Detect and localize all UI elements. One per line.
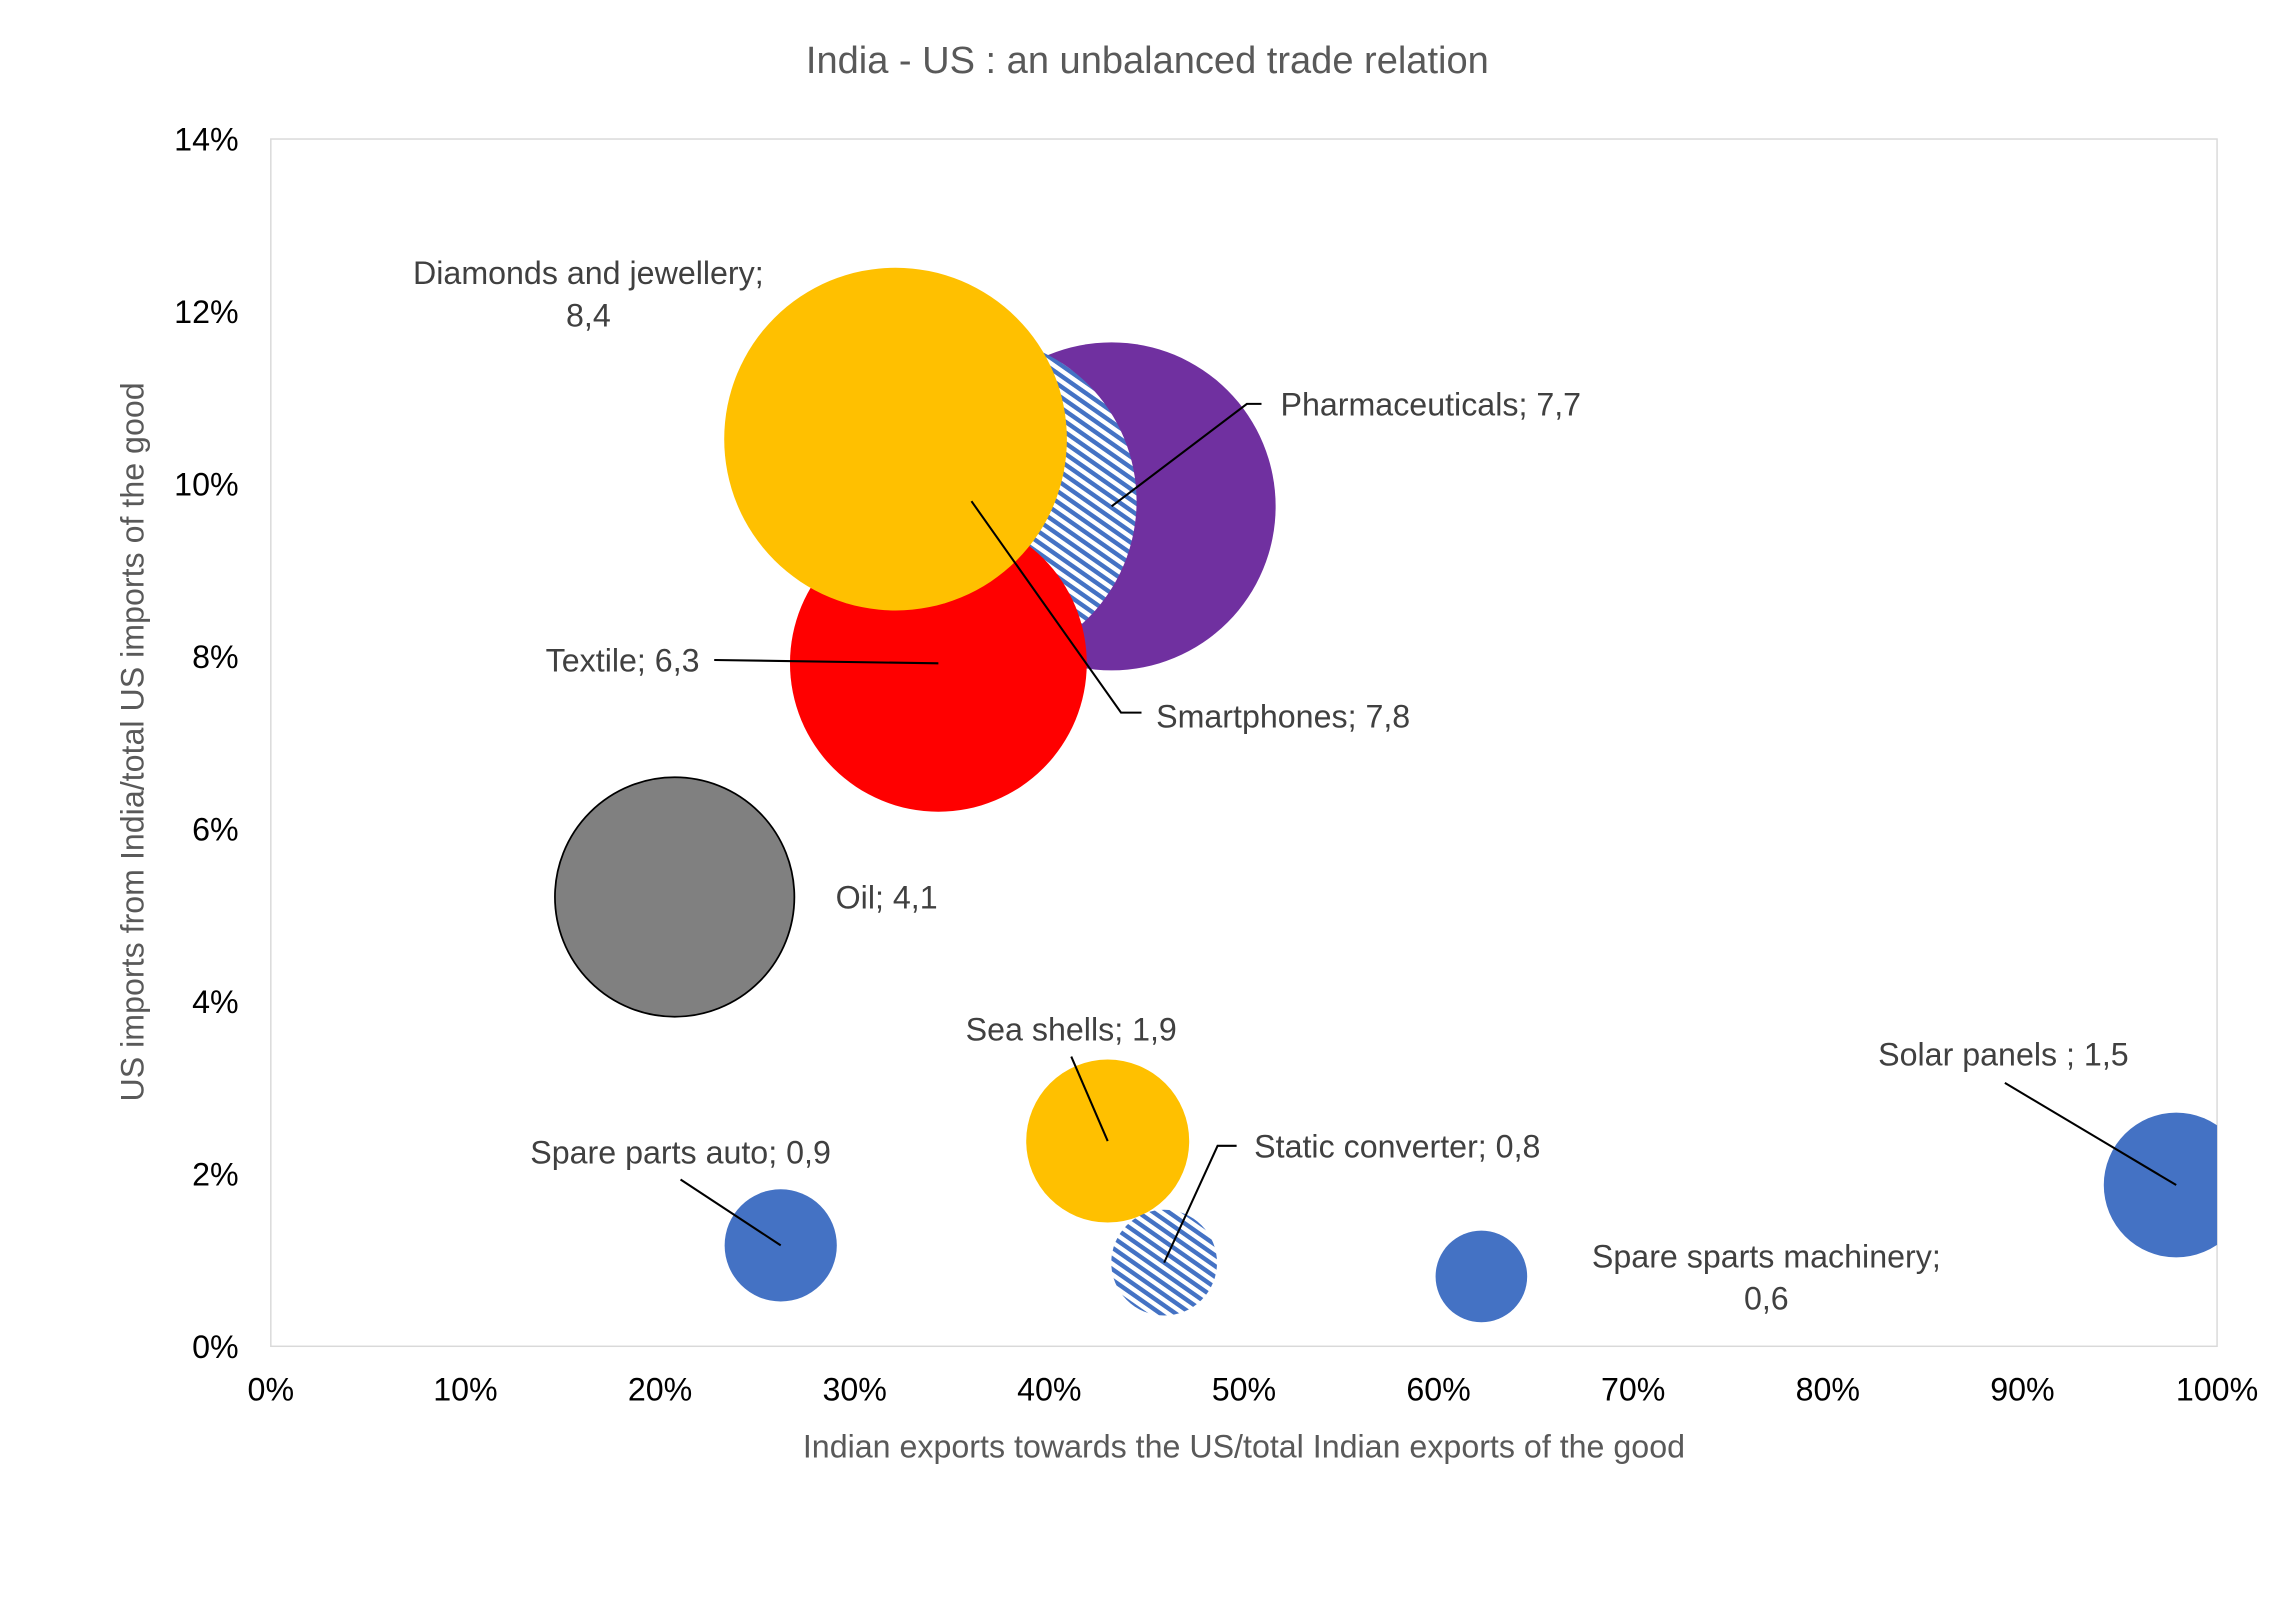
x-tick-label: 40%	[1017, 1371, 1081, 1407]
data-label-spare-parts-auto: Spare parts auto; 0,9	[530, 1134, 831, 1170]
x-axis-title: Indian exports towards the US/total Indi…	[803, 1428, 1685, 1464]
bubble-solar-panels[interactable]	[2103, 1112, 2249, 1258]
data-label-spare-sparts-machinery: Spare sparts machinery;	[1592, 1238, 1941, 1274]
bubble-sea-shells[interactable]	[1026, 1059, 1190, 1223]
x-tick-label: 80%	[1796, 1371, 1860, 1407]
data-label-textile: Textile; 6,3	[546, 643, 700, 679]
leader-line-sea-shells	[1070, 1056, 1109, 1142]
x-tick-label: 30%	[822, 1371, 886, 1407]
y-tick-label: 2%	[192, 1157, 239, 1193]
data-label-diamonds-and-jewellery: 8,4	[566, 297, 611, 333]
y-tick-label: 8%	[192, 639, 239, 675]
x-tick-label: 0%	[248, 1371, 295, 1407]
leader-line-pharmaceuticals	[1110, 402, 1262, 508]
x-tick-label: 100%	[2176, 1371, 2258, 1407]
x-tick-label: 60%	[1406, 1371, 1470, 1407]
plot-area	[270, 138, 2218, 1348]
leader-line-static-converter	[1163, 1144, 1237, 1264]
y-tick-label: 0%	[192, 1329, 239, 1365]
y-tick-label: 4%	[192, 984, 239, 1020]
y-tick-label: 12%	[174, 294, 238, 330]
y-tick-label: 6%	[192, 812, 239, 848]
leader-line-smartphones	[970, 500, 1142, 714]
data-label-spare-sparts-machinery: 0,6	[1744, 1281, 1789, 1317]
data-label-oil: Oil; 4,1	[836, 880, 938, 916]
bubble-static-converter[interactable]	[1111, 1209, 1218, 1316]
data-label-diamonds-and-jewellery: Diamonds and jewellery;	[413, 255, 764, 291]
data-label-sea-shells: Sea shells; 1,9	[966, 1011, 1177, 1047]
leader-line-solar-panels	[2004, 1081, 2177, 1186]
x-tick-label: 20%	[628, 1371, 692, 1407]
data-label-pharmaceuticals: Pharmaceuticals; 7,7	[1281, 387, 1582, 423]
y-axis-title: US imports from India/total US imports o…	[114, 382, 150, 1101]
y-tick-label: 14%	[174, 122, 238, 158]
x-tick-label: 70%	[1601, 1371, 1665, 1407]
bubble-oil[interactable]	[554, 776, 796, 1018]
bubble-spare-sparts-machinery[interactable]	[1435, 1230, 1528, 1323]
bubble-diamonds-and-jewellery[interactable]	[724, 267, 1067, 611]
leader-line-spare-parts-auto	[679, 1178, 782, 1247]
data-label-smartphones: Smartphones; 7,8	[1156, 698, 1410, 734]
chart-title: India - US : an unbalanced trade relatio…	[806, 40, 1489, 82]
x-tick-label: 90%	[1990, 1371, 2054, 1407]
x-tick-label: 10%	[433, 1371, 497, 1407]
y-tick-label: 10%	[174, 467, 238, 503]
leader-line-textile	[714, 658, 939, 665]
x-tick-label: 50%	[1212, 1371, 1276, 1407]
data-label-static-converter: Static converter; 0,8	[1254, 1129, 1540, 1165]
data-label-solar-panels: Solar panels ; 1,5	[1878, 1036, 2129, 1072]
